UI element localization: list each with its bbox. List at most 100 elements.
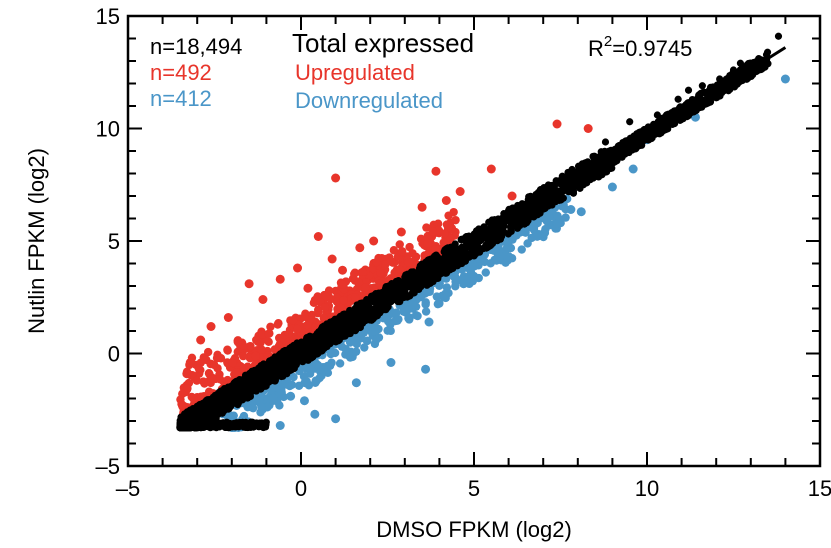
total-expressed-point (638, 141, 646, 149)
x-tick-label: 10 (635, 476, 659, 501)
y-tick-label: –5 (96, 454, 120, 479)
upregulated-point (417, 202, 427, 212)
total-expressed-point (190, 423, 199, 431)
total-expressed-point (575, 167, 583, 175)
upregulated-point (264, 329, 273, 339)
upregulated-point (396, 227, 406, 237)
total-expressed-point (601, 138, 610, 146)
legend-count-upregulated: n=492 (150, 60, 212, 85)
total-expressed-point (736, 59, 745, 67)
total-expressed-point (716, 75, 724, 83)
upregulated-point (273, 320, 282, 329)
upregulated-point (386, 256, 396, 266)
downregulated-point (566, 205, 576, 214)
upregulated-point (309, 298, 319, 307)
total-expressed-point (228, 397, 237, 405)
upregulated-point (403, 258, 413, 267)
total-expressed-point (461, 257, 470, 265)
total-expressed-point (341, 325, 349, 334)
total-expressed-point (214, 422, 222, 430)
upregulated-point (284, 329, 294, 338)
total-expressed-point (627, 145, 636, 154)
upregulated-point (199, 377, 208, 386)
upregulated-point (209, 360, 219, 370)
total-expressed-point (692, 106, 700, 114)
total-expressed-point (466, 252, 474, 260)
downregulated-point (310, 409, 320, 419)
upregulated-point (303, 283, 313, 293)
downregulated-point (529, 222, 538, 231)
total-expressed-point (299, 339, 308, 347)
total-expressed-point (674, 95, 682, 103)
upregulated-point (507, 191, 517, 201)
total-expressed-point (433, 253, 442, 261)
total-expressed-point (254, 370, 262, 378)
downregulated-point (257, 402, 266, 412)
downregulated-point (409, 300, 418, 309)
total-expressed-point (626, 118, 634, 126)
downregulated-point (360, 343, 369, 352)
total-expressed-point (217, 387, 225, 395)
upregulated-point (397, 247, 407, 256)
downregulated-point (275, 421, 285, 430)
upregulated-point (206, 322, 216, 331)
downregulated-point (432, 292, 442, 301)
total-expressed-point (683, 113, 691, 121)
downregulated-point (275, 401, 284, 410)
downregulated-point (541, 225, 550, 234)
downregulated-point (263, 403, 272, 412)
r2-label: R (588, 36, 604, 61)
upregulated-point (451, 215, 460, 225)
total-expressed-point (187, 411, 196, 419)
upregulated-point (431, 166, 441, 176)
upregulated-point (408, 249, 417, 258)
upregulated-point (350, 269, 359, 279)
upregulated-point (552, 119, 562, 129)
upregulated-point (203, 347, 213, 357)
total-expressed-point (457, 235, 466, 243)
upregulated-point (583, 124, 593, 133)
total-expressed-point (600, 150, 608, 158)
upregulated-point (327, 254, 337, 264)
downregulated-point (523, 239, 532, 248)
total-expressed-point (221, 420, 229, 428)
downregulated-point (506, 243, 516, 253)
upregulated-point (189, 394, 198, 403)
total-expressed-point (726, 85, 734, 94)
upregulated-point (442, 220, 452, 229)
total-expressed-point (744, 73, 752, 81)
total-expressed-point (302, 356, 310, 364)
upregulated-point (431, 244, 440, 254)
downregulated-point (348, 352, 357, 362)
downregulated-point (444, 288, 453, 298)
total-expressed-point (400, 278, 408, 286)
downregulated-point (421, 364, 431, 374)
total-expressed-point (763, 48, 772, 56)
upregulated-point (194, 364, 204, 373)
total-expressed-point (393, 295, 402, 304)
total-expressed-point (383, 287, 391, 295)
downregulated-point (400, 306, 410, 315)
upregulated-point (223, 345, 232, 354)
upregulated-point (361, 283, 370, 292)
upregulated-point (239, 351, 248, 361)
total-expressed-point (354, 322, 362, 330)
total-expressed-point (482, 241, 490, 249)
total-expressed-point (630, 132, 638, 140)
downregulated-point (363, 336, 372, 345)
total-expressed-point (490, 218, 498, 226)
total-expressed-point (224, 383, 232, 391)
total-expressed-point (537, 192, 545, 200)
x-tick-label: 5 (468, 476, 480, 501)
total-expressed-point (419, 263, 427, 272)
upregulated-point (228, 358, 237, 368)
upregulated-point (178, 389, 187, 399)
total-expressed-point (372, 289, 380, 298)
total-expressed-point (524, 195, 532, 204)
total-expressed-point (697, 89, 705, 97)
total-expressed-point (258, 419, 266, 427)
x-tick-label: –5 (116, 476, 140, 501)
total-expressed-point (211, 393, 219, 401)
x-tick-label: 0 (295, 476, 307, 501)
total-expressed-point (368, 315, 376, 323)
